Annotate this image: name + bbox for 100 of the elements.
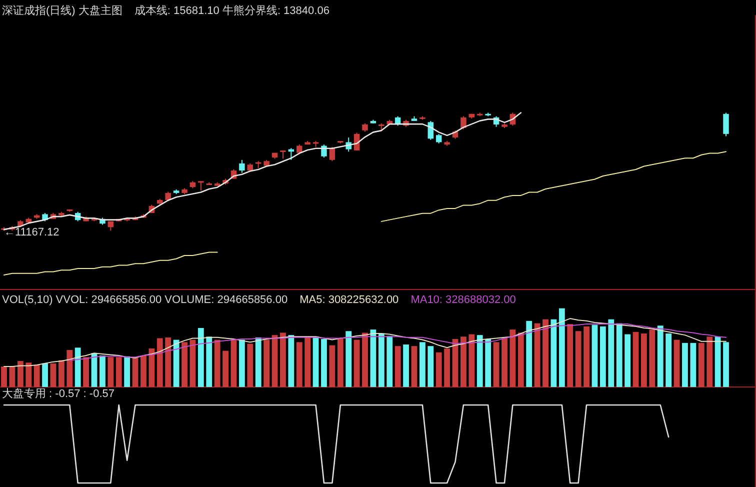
bar (666, 333, 672, 387)
bar (9, 366, 16, 387)
bar (468, 334, 475, 387)
bar (624, 334, 630, 387)
bar (657, 326, 664, 387)
bar (165, 337, 172, 387)
bar (378, 333, 384, 387)
bar (116, 357, 122, 387)
bar (584, 326, 590, 387)
bar (567, 324, 574, 387)
bar (550, 319, 557, 387)
bar (444, 348, 450, 387)
bar (362, 332, 368, 387)
bar (255, 337, 262, 387)
bar (714, 336, 721, 387)
bar (476, 335, 483, 387)
bar (100, 356, 106, 387)
bar (354, 340, 360, 387)
chart-title: 大盘专用 : -0.57 : -0.57 (2, 386, 114, 400)
bar (296, 342, 302, 387)
bar (74, 348, 81, 387)
bar (526, 320, 532, 387)
bar (534, 323, 540, 387)
bar (222, 350, 228, 387)
bar (674, 340, 680, 387)
bar (411, 346, 418, 387)
bar (698, 342, 704, 387)
bar (690, 342, 696, 387)
bar (706, 336, 713, 387)
bar (230, 340, 237, 387)
bar (608, 319, 614, 387)
bar (148, 348, 155, 387)
bar (42, 363, 48, 387)
bar (632, 332, 639, 387)
bar (108, 357, 114, 387)
annotation: ←11167.12 (4, 226, 60, 239)
bar (272, 335, 278, 387)
bar (124, 356, 130, 387)
bar (58, 360, 64, 387)
bar (403, 344, 409, 387)
chart-title: 深证成指(日线) 大盘主图 (2, 4, 122, 17)
bar (592, 324, 598, 387)
bar (17, 361, 24, 387)
bar (214, 340, 220, 387)
candlestick (321, 144, 327, 158)
candlestick (723, 112, 729, 137)
text: MA10: 328688032.00 (410, 294, 516, 306)
text: 成本线: 15681.10 牛熊分界线: 13840.06 (134, 4, 330, 17)
bar (34, 364, 40, 387)
bar (542, 319, 548, 387)
bar (485, 338, 492, 387)
bar (394, 346, 401, 387)
bar (280, 332, 286, 387)
bar (419, 342, 426, 387)
bar (312, 336, 319, 387)
candlestick (198, 180, 204, 192)
bar (616, 323, 622, 387)
bar (460, 336, 466, 387)
bar (649, 330, 656, 387)
candlestick (239, 159, 245, 174)
bar (66, 350, 73, 387)
bar (558, 308, 565, 387)
bar (346, 331, 352, 387)
bar (1, 366, 7, 387)
candlestick (329, 146, 336, 162)
bar (575, 331, 582, 387)
bar (518, 332, 524, 387)
bar (206, 336, 212, 387)
bar (600, 326, 606, 387)
bar (238, 340, 245, 387)
bar (321, 338, 327, 387)
bar (132, 358, 138, 387)
bar (247, 344, 254, 387)
bar (264, 340, 270, 387)
bar (428, 346, 434, 387)
text: MA5: 308225632.00 (300, 294, 399, 306)
bar (26, 362, 32, 387)
bar (288, 335, 294, 387)
candlestick (436, 133, 442, 144)
bar (329, 345, 336, 387)
bar (337, 338, 344, 387)
bar (50, 363, 56, 387)
bar (436, 352, 442, 387)
candlestick (460, 116, 466, 130)
bar (370, 330, 376, 387)
chart-title: VOL(5,10) VVOL: 294665856.00 VOLUME: 294665856.00 (2, 294, 288, 306)
bar (386, 336, 393, 387)
bar (510, 330, 516, 387)
bar (198, 328, 204, 387)
bar (140, 356, 146, 387)
bar (723, 342, 729, 387)
bar (156, 338, 163, 387)
bar (682, 342, 688, 387)
bar (502, 338, 508, 387)
bar (304, 337, 311, 387)
bar (641, 333, 647, 387)
bar (190, 340, 196, 387)
bar (83, 357, 89, 387)
bar (182, 342, 188, 387)
bar (493, 342, 500, 387)
